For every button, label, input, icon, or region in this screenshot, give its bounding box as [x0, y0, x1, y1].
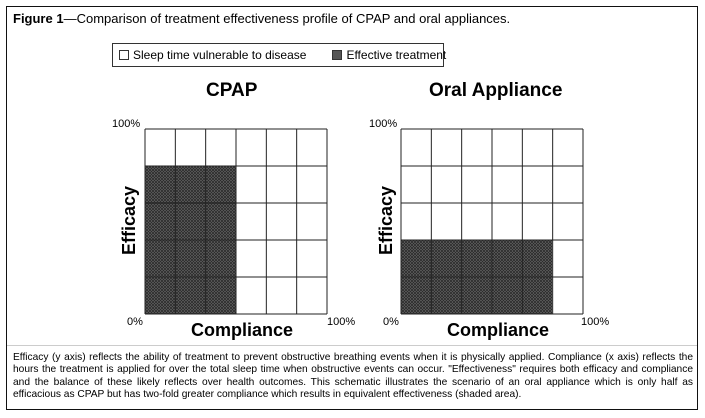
figure-caption: Efficacy (y axis) reflects the ability o… — [13, 352, 693, 400]
figure-title-text: —Comparison of treatment effectiveness p… — [63, 11, 511, 26]
x-min-label-oral: 0% — [383, 316, 399, 328]
legend-item-effective: Effective treatment — [332, 48, 446, 62]
figure-label: Figure 1 — [13, 11, 64, 26]
panel-title-oral-appliance: Oral Appliance — [429, 80, 563, 101]
legend-label-vulnerable: Sleep time vulnerable to disease — [133, 48, 307, 62]
legend-swatch-shaded — [332, 50, 343, 60]
panel-title-cpap: CPAP — [206, 80, 258, 101]
x-max-label-oral: 100% — [581, 316, 610, 328]
figure-title: Figure 1—Comparison of treatment effecti… — [13, 11, 510, 26]
y-max-label-cpap: 100% — [112, 118, 141, 130]
legend-item-vulnerable: Sleep time vulnerable to disease — [119, 48, 306, 62]
legend-label-effective: Effective treatment — [346, 48, 447, 62]
x-min-label-cpap: 0% — [127, 316, 143, 328]
x-max-label-cpap: 100% — [327, 316, 356, 328]
x-axis-label-cpap: Compliance — [191, 320, 294, 340]
x-axis-label-oral: Compliance — [447, 320, 550, 340]
y-axis-label-oral: Efficacy — [376, 185, 397, 256]
legend-swatch-white — [119, 50, 129, 60]
y-max-label-oral: 100% — [369, 118, 398, 130]
figure-frame — [6, 6, 698, 410]
y-axis-label-cpap: Efficacy — [119, 185, 140, 256]
efficacy-compliance-grid-oral — [400, 128, 584, 315]
efficacy-compliance-grid-cpap — [144, 128, 328, 315]
legend: Sleep time vulnerable to disease Effecti… — [112, 43, 446, 67]
caption-divider — [7, 345, 697, 346]
